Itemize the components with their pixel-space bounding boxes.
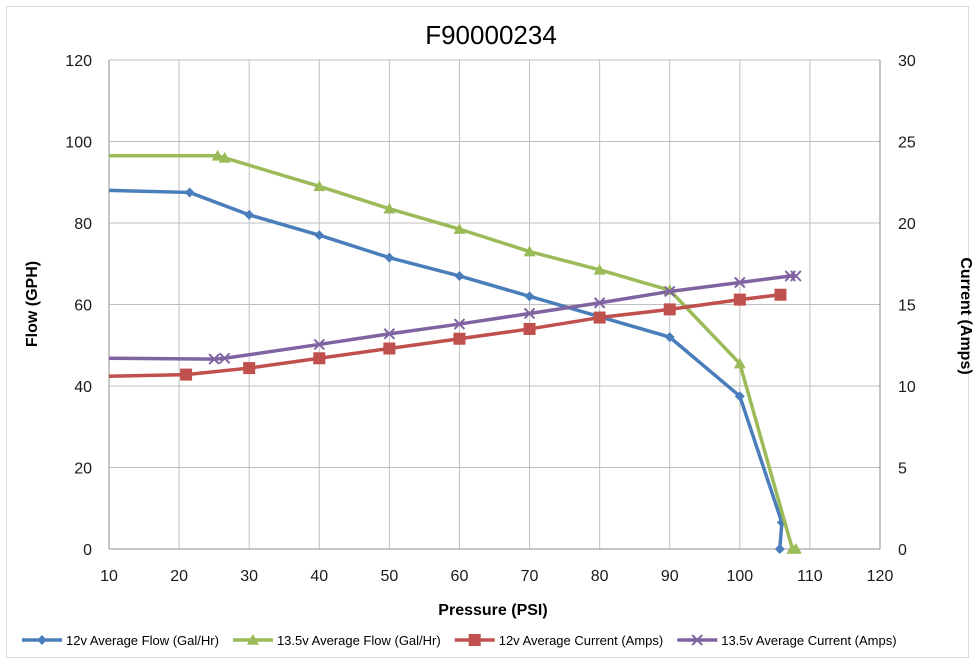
legend-marker [691,634,703,646]
data-point [453,318,466,330]
x-tick-label: 120 [867,568,894,585]
data-point [774,288,787,301]
y2-tick-label: 5 [898,461,907,478]
data-point [733,357,746,369]
data-point [734,276,746,289]
y-axis-title: Flow (GPH) [24,261,41,347]
chart-title: F90000234 [425,20,557,50]
legend: 12v Average Flow (Gal/Hr) 13.5v Average F… [22,633,897,648]
data-point [218,151,231,163]
y2-tick-label: 10 [898,379,916,396]
y2-tick-label: 20 [898,216,916,233]
x-axis-title: Pressure (PSI) [438,602,547,619]
grid [108,59,881,550]
series-line [108,274,796,361]
y-tick-label: 60 [74,298,92,315]
data-point [774,544,785,554]
y-tick-label: 120 [65,53,92,70]
legend-item-2: 13.5v Average Flow (Gal/Hr) [232,633,441,648]
data-point [453,332,466,345]
data-point [523,307,536,320]
y2-tick-label: 25 [898,135,916,152]
legend-marker [468,634,481,646]
data-point [523,322,536,335]
series-2 [109,149,802,554]
data-point [524,291,535,302]
y2-axis-title: Current (Amps) [957,257,974,374]
data-point [733,293,746,306]
y2-tick-label: 0 [898,542,907,559]
y-tick-label: 0 [83,542,92,559]
legend-item-3: 12v Average Current (Amps) [454,633,664,648]
series-line [109,154,796,551]
data-point [211,149,224,161]
data-point [663,303,676,316]
data-point [383,328,396,340]
data-point [523,245,536,257]
data-point [314,230,325,241]
data-point [313,352,326,365]
data-point [218,352,231,364]
series-line [108,188,784,550]
data-point [180,368,193,381]
data-point [790,270,802,282]
legend-label: 13.5v Average Flow (Gal/Hr) [277,633,441,648]
data-point [593,297,606,309]
y-tick-label: 100 [65,135,92,152]
data-point [664,332,675,343]
legend-label: 12v Average Current (Amps) [499,633,664,648]
data-point [383,202,396,214]
data-point [593,311,606,324]
data-point [313,338,325,351]
x-tick-label: 10 [100,568,118,585]
y-tick-label: 40 [74,379,92,396]
data-point [734,391,745,402]
x-tick-label: 80 [591,568,609,585]
axes: 10 20 30 40 50 60 70 80 90 100 110 1200204060801001… [65,53,916,585]
data-point [453,223,466,234]
legend-label: 12v Average Flow (Gal/Hr) [66,633,219,648]
data-point [664,285,676,298]
x-tick-label: 40 [310,568,328,585]
x-tick-label: 50 [380,568,398,585]
y-tick-label: 80 [74,216,92,233]
legend-marker [37,635,47,645]
data-point [789,543,802,554]
x-tick-label: 110 [797,568,823,585]
legend-marker [246,634,259,645]
data-point [184,187,195,198]
data-point [454,270,465,281]
y2-tick-label: 30 [898,53,916,70]
legend-label: 13.5v Average Current (Amps) [721,633,896,648]
data-point [244,209,255,220]
x-tick-label: 90 [661,568,679,585]
legend-item-4: 13.5v Average Current (Amps) [677,633,897,648]
series-layer [108,149,802,554]
data-point [243,362,256,375]
data-point [384,252,395,263]
data-point [208,353,220,365]
legend-item-1: 12v Average Flow (Gal/Hr) [22,633,219,648]
x-tick-label: 60 [451,568,469,585]
x-tick-label: 70 [521,568,539,585]
data-point [593,263,606,275]
x-tick-label: 30 [240,568,258,585]
y2-tick-label: 15 [898,298,916,315]
y-tick-label: 20 [74,461,92,478]
x-tick-label: 100 [726,568,753,585]
x-tick-label: 20 [170,568,188,585]
data-point [383,342,396,355]
series-3 [108,288,787,381]
series-4 [108,270,802,365]
data-point [313,180,326,192]
